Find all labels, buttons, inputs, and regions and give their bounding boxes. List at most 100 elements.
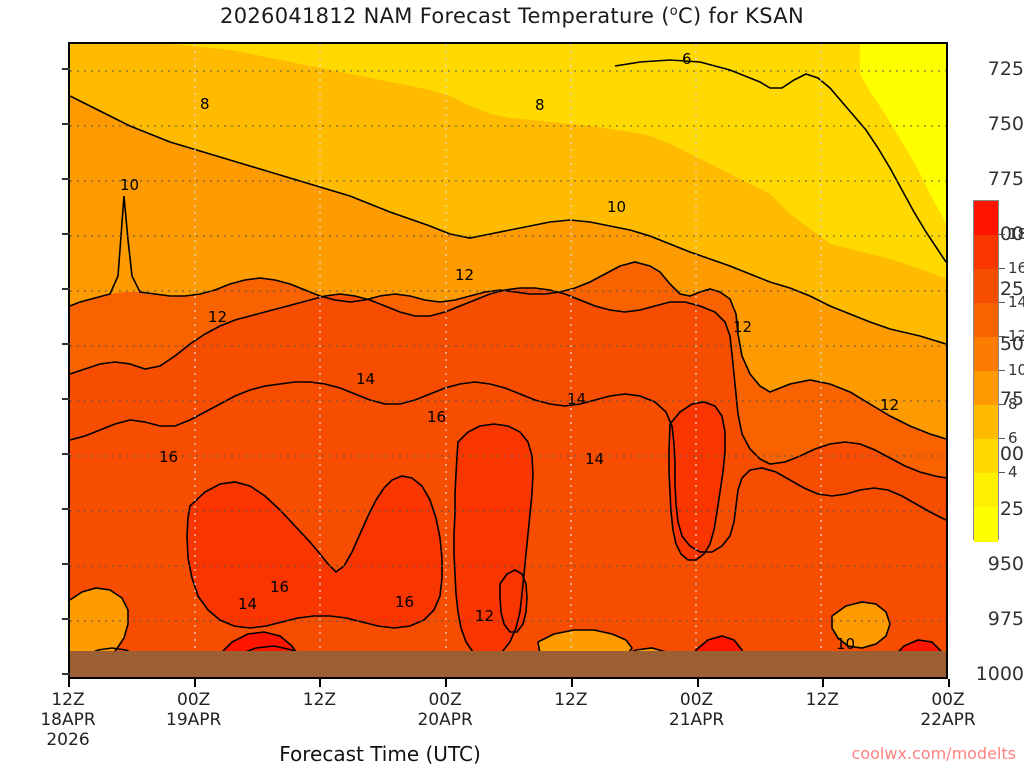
x-axis-tick-mark-0 xyxy=(68,679,70,687)
colorbar-tick-mark-12 xyxy=(999,336,1005,337)
contour-10 xyxy=(70,195,946,440)
x-tick-time: 00Z xyxy=(931,690,965,710)
y-axis-tick-mark-825 xyxy=(62,288,70,290)
y-axis-tick-label-1000: 1000 xyxy=(975,663,1024,685)
contour-label-12-b: 12 xyxy=(208,308,227,326)
contour-label-12-d: 12 xyxy=(880,396,899,414)
y-axis-tick-mark-1000 xyxy=(62,673,70,675)
colorbar-band-6 xyxy=(974,405,998,440)
y-axis-tick-mark-725 xyxy=(62,68,70,70)
x-axis-tick-mark-6 xyxy=(822,679,825,687)
contour-16-small xyxy=(499,569,528,633)
y-axis-tick-mark-900 xyxy=(62,453,70,455)
contour-label-16-a: 16 xyxy=(159,448,178,466)
title-prefix: 2026041812 NAM Forecast Temperature ( xyxy=(220,4,670,28)
y-axis-tick-label-750: 750 xyxy=(987,113,1024,135)
contour-label-10-b: 10 xyxy=(607,198,626,216)
x-tick-time: 12Z xyxy=(51,690,85,710)
contour-label-14-d: 14 xyxy=(238,595,257,613)
temperature-contour-field: 6 8 8 10 10 12 12 12 12 12 14 14 14 14 1… xyxy=(70,44,946,677)
x-axis-tick-label-6: 12Z xyxy=(806,690,839,710)
colorbar-band-4 xyxy=(974,337,998,372)
y-axis-tick-label-775: 775 xyxy=(987,168,1024,190)
contour-label-16-c: 16 xyxy=(270,578,289,596)
colorbar-band-7 xyxy=(974,439,998,474)
colorbar-tick-label-12: 12 xyxy=(1008,327,1024,345)
y-axis-tick-label-725: 725 xyxy=(987,58,1024,80)
watermark-link[interactable]: coolwx.com/modelts xyxy=(851,744,1016,763)
colorbar-tick-label-16: 16 xyxy=(1008,259,1024,277)
contour-lines xyxy=(70,59,946,677)
contour-16-left xyxy=(186,475,443,629)
page-title: 2026041812 NAM Forecast Temperature (oC)… xyxy=(0,4,1024,28)
terrain-surface-band xyxy=(70,651,946,677)
degree-symbol: o xyxy=(669,4,678,19)
colorbar-tick-label-6: 6 xyxy=(1008,429,1018,447)
colorbar-tick-mark-16 xyxy=(999,268,1005,269)
x-tick-date: 21APR xyxy=(668,710,725,730)
y-axis-tick-mark-975 xyxy=(62,618,70,620)
band-6-8 xyxy=(70,44,946,279)
x-axis-tick-label-5: 00Z 21APR xyxy=(669,690,724,730)
colorbar-band-9 xyxy=(974,507,998,542)
x-axis-tick-label-7: 00Z 22APR xyxy=(920,690,975,730)
contour-label-14-c: 14 xyxy=(585,450,604,468)
core-16-right xyxy=(669,402,725,560)
x-tick-time: 00Z xyxy=(428,690,462,710)
contour-16-right xyxy=(668,401,726,561)
x-axis-title: Forecast Time (UTC) xyxy=(279,742,481,766)
colorbar-tick-mark-8 xyxy=(999,404,1005,405)
contour-6 xyxy=(614,59,946,263)
contour-14 xyxy=(70,381,946,553)
x-axis-tick-mark-3 xyxy=(445,679,448,687)
x-tick-time: 12Z xyxy=(302,690,337,710)
colorbar-band-0 xyxy=(974,201,998,236)
colorbar-tick-mark-6 xyxy=(999,438,1005,439)
contour-plot-area: 6 8 8 10 10 12 12 12 12 12 14 14 14 14 1… xyxy=(68,42,948,679)
y-axis-tick-mark-875 xyxy=(62,398,70,400)
core-16-small xyxy=(500,570,527,632)
colorbar-tick-label-8: 8 xyxy=(1008,395,1018,413)
y-axis-tick-mark-800 xyxy=(62,233,70,235)
colorbar-tick-label-10: 10 xyxy=(1008,361,1024,379)
contour-label-10-a: 10 xyxy=(120,176,139,194)
colorbar-tick-mark-4 xyxy=(999,472,1005,473)
x-axis-tick-mark-2 xyxy=(319,679,322,687)
band-4-6 xyxy=(860,44,946,224)
x-axis-tick-label-0: 12Z 18APR 2026 xyxy=(40,690,95,750)
x-axis-tick-label-3: 00Z 20APR xyxy=(417,690,472,730)
contour-label-16-b: 16 xyxy=(427,408,446,426)
colorbar-band-1 xyxy=(974,235,998,270)
colorbar-tick-mark-10 xyxy=(999,370,1005,371)
y-axis-tick-mark-950 xyxy=(62,563,70,565)
contour-label-16-d: 16 xyxy=(395,593,414,611)
contour-label-group: 6 8 8 10 10 12 12 12 12 12 14 14 14 14 1… xyxy=(94,50,899,672)
contour-12 xyxy=(70,287,946,479)
contour-label-12-a: 12 xyxy=(455,266,474,284)
x-tick-date: 22APR xyxy=(920,710,976,730)
x-tick-year: 2026 xyxy=(46,730,90,750)
x-tick-date: 20APR xyxy=(417,710,473,730)
y-axis-tick-label-950: 950 xyxy=(987,553,1024,575)
x-axis-tick-mark-5 xyxy=(696,679,699,687)
colorbar-band-3 xyxy=(974,303,998,338)
core-16-left xyxy=(187,476,442,628)
colorbar-band-2 xyxy=(974,269,998,304)
pocket-10-right xyxy=(832,602,890,648)
title-suffix: C) for KSAN xyxy=(678,4,804,28)
x-axis-tick-mark-1 xyxy=(193,679,196,687)
contour-label-8-b: 8 xyxy=(535,96,545,114)
y-axis-tick-mark-750 xyxy=(62,123,70,125)
colorbar-tick-mark-18 xyxy=(999,234,1005,235)
x-axis-tick-mark-4 xyxy=(570,679,573,687)
contour-16-center xyxy=(453,423,534,659)
x-tick-date: 19APR xyxy=(166,710,222,730)
colorbar-tick-mark-14 xyxy=(999,302,1005,303)
y-axis-tick-label-975: 975 xyxy=(987,608,1024,630)
colorbar-band-8 xyxy=(974,473,998,508)
contour-label-14-b: 14 xyxy=(567,390,586,408)
contour-10-pocket-right xyxy=(831,601,891,649)
colorbar-legend: 18 16 14 12 10 8 6 4 xyxy=(973,200,1024,542)
x-axis-tick-label-1: 00Z 19APR xyxy=(166,690,221,730)
contour-label-10-c: 10 xyxy=(836,635,855,653)
